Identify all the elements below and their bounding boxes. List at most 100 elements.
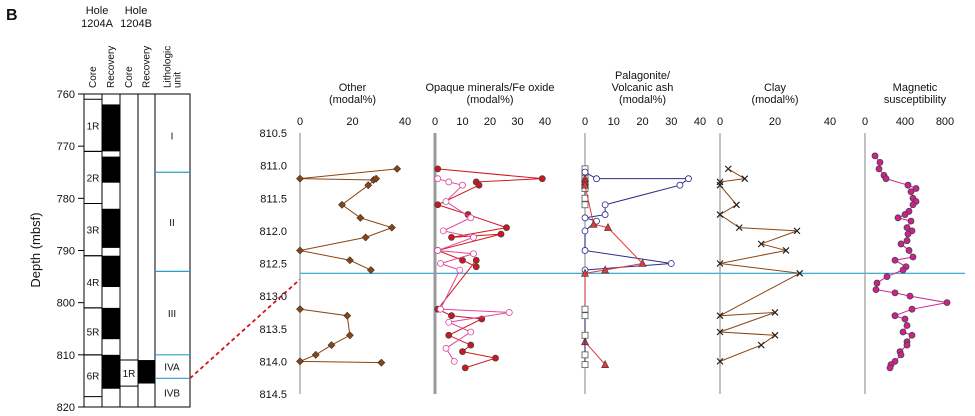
x-tick-label: 0 — [717, 116, 723, 128]
panel-title: Palagonite/ — [615, 70, 671, 82]
data-point — [437, 305, 444, 313]
data-point — [581, 227, 589, 235]
panel-title: Volcanic ash — [612, 82, 674, 94]
depth-tick-label: 800 — [57, 298, 75, 310]
depth-tick-label: 820 — [57, 402, 75, 414]
data-point — [901, 211, 909, 218]
data-point — [793, 227, 801, 235]
data-point — [601, 265, 610, 274]
data-point — [581, 268, 589, 277]
data-point — [899, 328, 907, 336]
hole-header-1204B: Hole 1204B — [120, 5, 152, 30]
x-tick-label: 40 — [399, 116, 411, 128]
unit-label: IVA — [164, 363, 180, 374]
callout-line — [189, 278, 301, 379]
x-tick-label: 0 — [862, 116, 868, 128]
data-point — [716, 312, 724, 320]
panel-title: (modal%) — [751, 94, 798, 106]
y-tick-label: 814.0 — [259, 356, 287, 368]
data-point — [676, 181, 684, 189]
data-point — [593, 175, 600, 183]
data-point — [903, 237, 911, 245]
data-point — [716, 357, 724, 365]
data-point-stroke — [757, 240, 765, 248]
data-point — [906, 292, 914, 300]
core-label: 1R — [87, 121, 100, 132]
x-tick-label: 10 — [608, 116, 620, 128]
data-point-stroke — [724, 165, 732, 173]
data-point-stroke — [733, 201, 740, 209]
panel-title: (modal%) — [466, 94, 513, 106]
data-point — [461, 364, 469, 372]
data-point — [581, 214, 589, 222]
data-point — [771, 309, 779, 316]
data-series — [581, 174, 647, 368]
data-point — [442, 344, 450, 352]
x-tick-label: 0 — [297, 116, 303, 128]
data-point — [445, 331, 453, 339]
recovery-block — [102, 307, 120, 340]
data-point — [459, 256, 466, 264]
core-label: 6R — [87, 372, 100, 383]
depth-tick-label: 790 — [57, 246, 75, 258]
data-series — [434, 175, 513, 365]
data-point — [716, 260, 724, 267]
core-label: 5R — [87, 327, 100, 338]
y-tick-label: 813.0 — [259, 291, 287, 303]
data-point — [733, 201, 740, 209]
column-header: Recovery — [106, 46, 117, 88]
x-tick-label: 20 — [769, 116, 781, 128]
data-point — [311, 350, 320, 359]
data-point — [757, 240, 765, 248]
data-point — [296, 357, 304, 366]
x-tick-label: 0 — [432, 116, 438, 128]
unit-label: IVB — [164, 389, 180, 400]
depth-axis: Depth (mbsf) 760 770 780 790 800 810 820 — [28, 89, 84, 414]
panel-title: (modal%) — [619, 94, 666, 106]
plot-area: 810.5 811.0 811.5 812.0 812.5 813.0 813.5 814.0… — [259, 70, 965, 401]
data-point — [450, 357, 458, 365]
data-point — [475, 181, 483, 189]
x-tick-label: 40 — [694, 116, 706, 128]
data-point — [361, 233, 370, 242]
panel-title: (modal%) — [329, 94, 376, 106]
data-point — [796, 269, 804, 277]
panel-title: Clay — [764, 82, 787, 94]
chart-panel: Palagonite/Volcanic ash(modal%) 0 10 20 30 40 — [581, 70, 706, 394]
core-label: 4R — [87, 278, 100, 289]
data-point — [581, 331, 589, 339]
unit-label: II — [169, 218, 175, 229]
x-tick-label: 10 — [456, 116, 468, 128]
data-point — [445, 318, 453, 326]
data-point-stroke — [793, 227, 801, 235]
x-tick-label: 800 — [936, 116, 954, 128]
panel-title: susceptibility — [884, 94, 947, 106]
series-line — [584, 178, 644, 365]
depth-callout — [189, 278, 301, 379]
data-point — [472, 263, 480, 271]
data-point-stroke — [771, 331, 779, 339]
data-point-stroke — [741, 175, 749, 183]
data-point — [327, 341, 336, 349]
unit-label: III — [168, 309, 176, 320]
data-point — [581, 351, 589, 359]
data-point — [581, 361, 589, 369]
data-point — [894, 214, 902, 222]
data-point — [912, 185, 920, 192]
data-point — [757, 341, 765, 349]
column-frame — [83, 93, 191, 408]
recovery-block — [102, 354, 120, 389]
data-point — [467, 328, 475, 336]
data-point-stroke — [716, 357, 724, 365]
data-point — [372, 174, 381, 183]
data-point — [667, 260, 675, 267]
data-point — [716, 328, 724, 336]
x-tick-label: 30 — [511, 116, 523, 128]
y-tick-label: 811.0 — [260, 161, 287, 173]
data-point — [604, 222, 612, 231]
depth-tick-label: 760 — [57, 89, 75, 101]
data-point — [445, 178, 453, 186]
data-point — [897, 351, 905, 359]
